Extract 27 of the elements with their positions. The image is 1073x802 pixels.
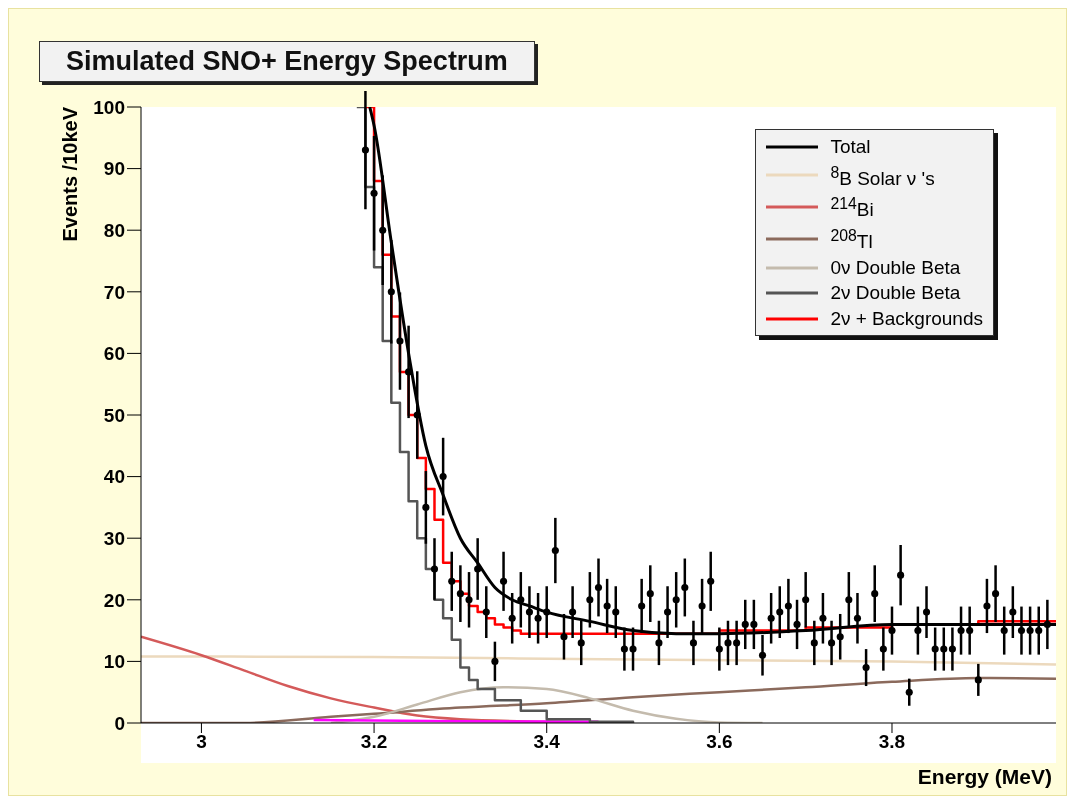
y-tick-label: 20 [103, 589, 125, 611]
legend-label: 2ν Double Beta [830, 281, 961, 306]
x-tick-label: 3.2 [360, 731, 388, 753]
y-tick-label: 0 [114, 712, 125, 734]
y-tick-label: 10 [103, 651, 125, 673]
legend-label: $^{214}$Bi [830, 194, 874, 223]
y-tick-label: 90 [103, 158, 125, 180]
y-tick-label: 80 [103, 219, 125, 241]
line-series [141, 655, 1056, 666]
x-tick-label: 3 [196, 731, 207, 753]
x-tick-label: 3.8 [878, 731, 906, 753]
x-tick-label: 3.6 [706, 731, 733, 753]
x-tick-label: 3.4 [533, 731, 561, 753]
y-tick-label: 60 [103, 343, 125, 365]
legend-label: $^{208}$Tl [830, 226, 873, 255]
y-tick-label: 70 [103, 281, 125, 303]
legend-label: $^{8}$B Solar ν 's [830, 162, 935, 191]
legend-label: 2ν + Backgrounds [830, 307, 983, 331]
y-tick-label: 50 [103, 404, 125, 426]
y-axis-title: Events /10keV [59, 107, 82, 242]
x-axis-title: Energy (MeV) [917, 765, 1052, 789]
y-tick-label: 30 [103, 527, 125, 549]
legend-label: 0ν Double Beta [830, 256, 961, 280]
chart-title: Simulated SNO+ Energy Spectrum [39, 41, 535, 82]
legend-label: Total [830, 135, 871, 159]
y-tick-label: 40 [103, 466, 125, 488]
y-tick-label: 100 [93, 96, 125, 118]
